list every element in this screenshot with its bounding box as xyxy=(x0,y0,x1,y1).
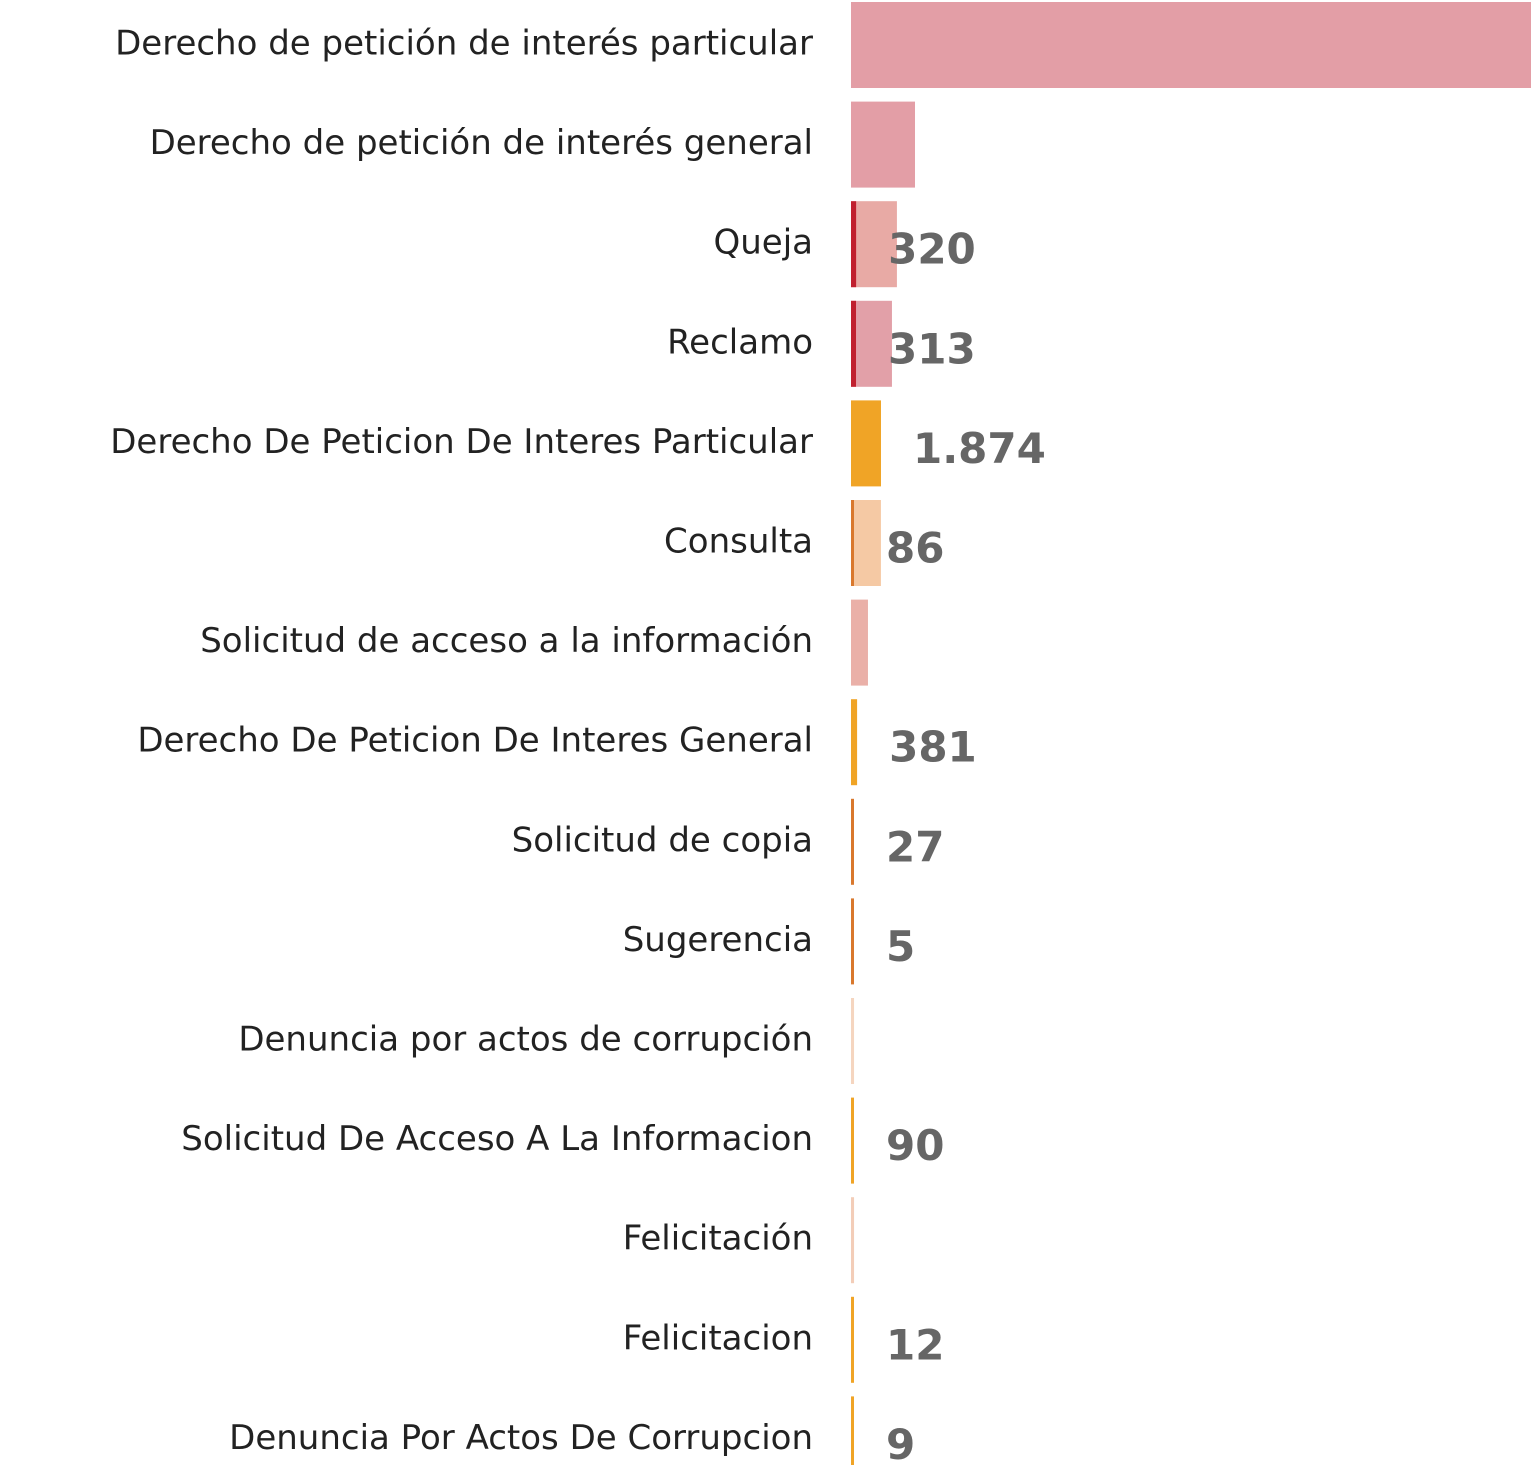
data-label: 12 xyxy=(886,1320,944,1369)
background-bar xyxy=(851,201,897,288)
category-label: Derecho de petición de interés general xyxy=(150,123,813,163)
category-label: Solicitud de copia xyxy=(512,820,813,860)
bar xyxy=(851,1396,854,1465)
background-bar xyxy=(851,599,868,686)
bar xyxy=(851,201,857,288)
bar xyxy=(851,500,854,586)
bar xyxy=(851,898,854,985)
background-bar xyxy=(851,300,892,387)
category-label: Denuncia por actos de corrupción xyxy=(238,1020,813,1060)
data-label: 27 xyxy=(886,822,944,871)
bar xyxy=(851,400,881,487)
data-label: 86 xyxy=(886,524,944,573)
bar xyxy=(851,1296,854,1383)
background-bar xyxy=(851,2,1531,88)
category-label: Reclamo xyxy=(667,322,813,362)
data-label: 313 xyxy=(888,324,976,373)
category-label: Denuncia Por Actos De Corrupcion xyxy=(229,1418,813,1458)
background-bar xyxy=(851,998,855,1084)
data-label: 9 xyxy=(886,1420,915,1465)
category-label: Derecho De Peticion De Interes Particula… xyxy=(110,422,813,462)
background-bar xyxy=(851,500,881,586)
background-bar xyxy=(851,1197,855,1284)
bar xyxy=(851,798,854,885)
background-bar xyxy=(851,101,915,188)
category-label: Consulta xyxy=(664,522,813,562)
bar xyxy=(851,699,858,786)
category-label: Felicitación xyxy=(623,1219,813,1259)
data-label: 320 xyxy=(888,225,976,274)
data-label: 1.874 xyxy=(913,424,1046,473)
bar xyxy=(851,1097,854,1184)
data-label: 90 xyxy=(886,1121,944,1170)
category-label: Sugerencia xyxy=(623,920,813,960)
data-label: 381 xyxy=(889,723,977,772)
category-label: Solicitud de acceso a la información xyxy=(200,621,813,661)
category-label: Queja xyxy=(713,223,813,263)
data-label: 5 xyxy=(886,922,915,971)
category-label: Derecho De Peticion De Interes General xyxy=(137,721,813,761)
category-label: Derecho de petición de interés particula… xyxy=(115,24,813,64)
category-label: Solicitud De Acceso A La Informacion xyxy=(181,1119,813,1159)
bar xyxy=(851,300,857,387)
category-label: Felicitacion xyxy=(623,1318,813,1358)
